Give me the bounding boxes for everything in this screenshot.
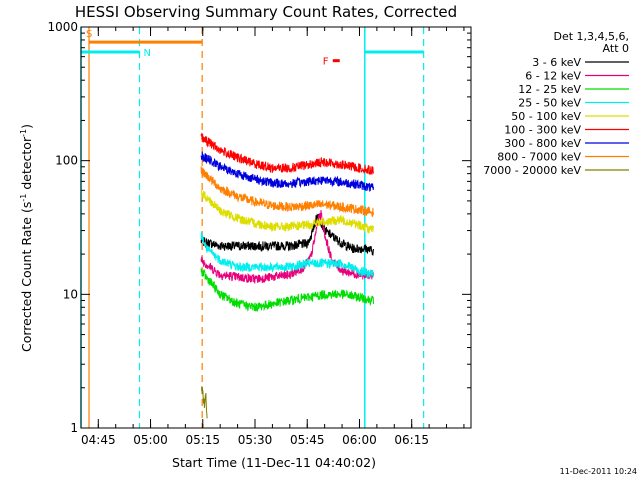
legend-label-3: 25 - 50 keV [518,97,581,110]
y-axis-label: Corrected Count Rate (s-1 detector-1) [19,124,34,352]
legend-label-7: 800 - 7000 keV [497,151,581,164]
plot-area: S N F 1 10 100 1000 04:45 05:00 05:15 05:30 05:45 06… [47,20,472,447]
series-line-2 [200,268,374,312]
legend-label-6: 300 - 800 keV [504,137,581,150]
y-axis-label-part-3: detector [19,136,34,194]
series-line-8 [201,386,208,419]
night-label: N [144,48,151,59]
chart-title: HESSI Observing Summary Count Rates, Cor… [75,3,457,21]
x-tick-label-2: 05:15 [185,433,220,447]
series-line-5 [200,132,374,175]
x-axis-label: Start Time (11-Dec-11 04:40:02) [172,455,376,470]
series-line-3 [200,231,374,279]
x-tick-label-6: 06:15 [394,433,429,447]
legend-label-8: 7000 - 20000 keV [483,164,581,177]
y-axis-label-part-1: Corrected Count Rate (s [19,202,34,352]
x-tick-label-4: 05:45 [290,433,325,447]
legend-header-line-1: Det 1,3,4,5,6, [553,30,629,43]
legend-header-line-2: Att 0 [603,42,629,55]
legend-label-5: 100 - 300 keV [504,124,581,137]
series-line-4 [200,189,374,234]
saa-label: S [86,29,92,40]
series-line-7 [200,166,374,217]
y-tick-label-2: 100 [55,154,78,168]
x-tick-label-0: 04:45 [81,433,116,447]
timestamp: 11-Dec-2011 10:24 [560,467,637,476]
legend-label-2: 12 - 25 keV [518,83,581,96]
x-tick-label-3: 05:30 [238,433,273,447]
legend-label-1: 6 - 12 keV [525,70,581,83]
x-tick-label-5: 06:00 [342,433,377,447]
legend-label-4: 50 - 100 keV [511,110,581,123]
series-line-0 [200,213,374,256]
x-tick-label-1: 05:00 [133,433,168,447]
flare-label: F [323,57,329,68]
legend-label-0: 3 - 6 keV [532,56,581,69]
y-tick-label-1: 10 [63,287,78,301]
y-tick-label-0: 1 [70,421,78,435]
y-axis-label-part-4: -1 [19,129,28,137]
y-axis-label-part-2: -1 [19,194,28,202]
y-tick-label-3: 1000 [47,20,78,34]
series-line-6 [200,151,374,192]
y-axis-label-part-5: ) [19,124,34,129]
plot-frame [80,26,472,429]
